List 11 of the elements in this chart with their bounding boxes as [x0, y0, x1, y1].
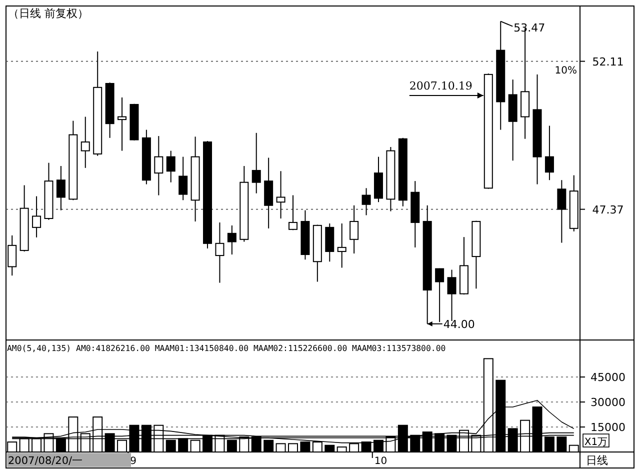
annotation: 10% [554, 65, 577, 76]
x-tick-label: 10 [374, 456, 388, 467]
chart-title: AM0(5,40,135) AM0:41826216.00 MAAM01:134150840.00 MAAM02:115226600.00 MAAM03:113573800.00 [7, 343, 446, 353]
annotation: 53.47 [514, 21, 546, 34]
chart-title: （日线 前复权） [8, 7, 88, 20]
y-axis-title: X1万 [584, 437, 608, 448]
x-tick-label: 9 [130, 456, 137, 467]
text: 2007/08/20/一 [8, 455, 84, 467]
annotation: 2007.10.19 [409, 80, 472, 93]
text: 日线 [586, 454, 608, 467]
annotation: 44.00 [443, 318, 475, 331]
